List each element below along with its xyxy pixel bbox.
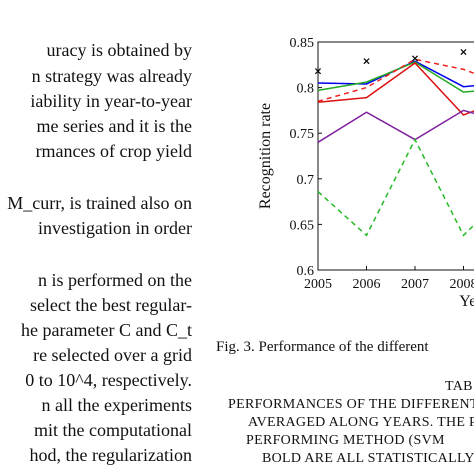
body-text-line: 0 to 10^4, respectively. <box>25 370 192 390</box>
body-text-line: n is performed on the <box>38 270 192 290</box>
y-tick-label: 0.85 <box>290 36 315 51</box>
body-text-line: investigation in order <box>38 218 192 238</box>
data-point-marker <box>460 48 467 56</box>
series-line-4 <box>317 109 474 143</box>
body-text-line: select the best regular- <box>29 295 192 315</box>
body-text-line: me series and it is the <box>36 116 192 136</box>
body-text-line: iability in year-to-year <box>30 91 192 111</box>
marker-stroke <box>411 55 419 62</box>
figure-caption: Fig. 3. Performance of the different <box>216 339 429 355</box>
chart-labels: 0.60.650.70.750.80.852005200620072008200… <box>257 36 474 310</box>
y-tick-label: 0.8 <box>297 82 315 97</box>
body-text-line: M_curr, is trained also on <box>7 193 192 213</box>
table-label: TAB <box>445 379 473 394</box>
table-caption-line: PERFORMANCES OF THE DIFFERENT <box>228 397 474 412</box>
body-text-line: n strategy was already <box>31 66 192 86</box>
data-point-marker <box>314 68 322 75</box>
y-tick-label: 0.6 <box>297 264 315 279</box>
data-point-marker <box>363 58 370 65</box>
recognition-rate-chart: 0.60.650.70.750.80.852005200620072008200… <box>257 36 474 310</box>
y-tick-label: 0.65 <box>290 218 315 233</box>
marker-stroke <box>460 48 467 56</box>
series-line-0 <box>317 60 474 88</box>
x-tick-label: 2007 <box>401 277 429 292</box>
x-axis-label: Year <box>459 293 474 310</box>
series-line-2 <box>317 61 474 116</box>
body-text-line: rmances of crop yield <box>35 141 192 161</box>
body-text-line: uracy is obtained by <box>46 40 192 60</box>
x-tick-label: 2006 <box>353 277 381 292</box>
body-text-line: n all the experiments <box>41 395 192 415</box>
y-axis-label: Recognition rate <box>257 103 274 209</box>
x-tick-label: 2005 <box>304 277 332 292</box>
body-text-line: hod, the regularization <box>29 445 192 465</box>
marker-stroke <box>363 58 370 65</box>
body-text-line: he parameter C and C_t <box>21 320 192 340</box>
body-text-column: uracy is obtained by n strategy was alre… <box>0 0 200 474</box>
y-tick-label: 0.75 <box>290 127 315 142</box>
table-caption-line: AVERAGED ALONG YEARS. THE P- <box>248 415 474 430</box>
chart-series-group <box>314 48 474 237</box>
table-caption-line: PERFORMING METHOD (SVM <box>246 433 445 448</box>
data-point-marker <box>411 55 419 62</box>
table-caption-line: BOLD ARE ALL STATISTICALLY <box>262 451 474 466</box>
body-text-line: mit the computational <box>34 420 192 440</box>
marker-stroke <box>314 68 322 75</box>
x-tick-label: 2008 <box>450 277 474 292</box>
y-tick-label: 0.7 <box>297 173 315 188</box>
chart-axes <box>317 41 474 271</box>
body-text-line: re selected over a grid <box>33 345 192 365</box>
series-line-5 <box>317 137 474 237</box>
